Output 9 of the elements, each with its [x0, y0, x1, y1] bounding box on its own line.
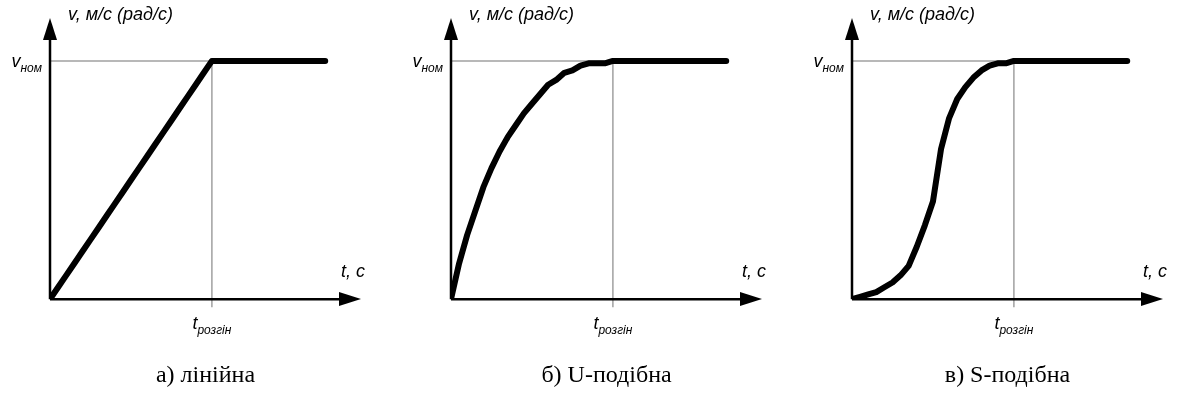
text: а) лінійна	[155, 360, 256, 387]
x-axis-title: t, с	[341, 261, 366, 282]
y-axis-title: v, м/с (рад/с)	[870, 4, 975, 24]
text: б) U-подібна	[541, 360, 672, 387]
y-axis-title: v, м/с (рад/с)	[68, 4, 173, 24]
x-axis-title: t, с	[1143, 261, 1168, 282]
x-axis-title: t, с	[742, 261, 767, 282]
text: в) S-подібна	[944, 360, 1071, 387]
y-axis-title: v, м/с (рад/с)	[469, 4, 574, 24]
